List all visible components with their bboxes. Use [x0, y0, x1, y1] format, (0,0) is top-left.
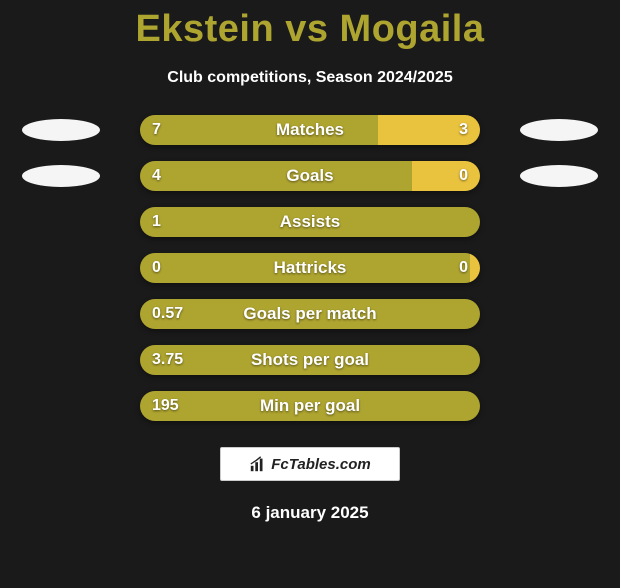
stats-container: Matches73 Goals40 Assists1 Hattricks00 Goals…	[0, 115, 620, 421]
stat-row: Shots per goal3.75	[0, 345, 620, 375]
stat-bar-left	[140, 345, 480, 375]
player-marker-right	[520, 119, 598, 141]
stat-bar-left	[140, 253, 470, 283]
date-label: 6 january 2025	[0, 503, 620, 523]
stat-bar-right	[378, 115, 480, 145]
stat-bar-left	[140, 207, 480, 237]
stat-bar-left	[140, 115, 378, 145]
stat-bar	[140, 345, 480, 375]
stat-row: Min per goal195	[0, 391, 620, 421]
player-marker-left	[22, 119, 100, 141]
stat-bar-left	[140, 391, 480, 421]
stat-bar	[140, 299, 480, 329]
player-marker-left	[22, 165, 100, 187]
chart-icon	[249, 455, 267, 473]
stat-bar-left	[140, 299, 480, 329]
stat-row: Goals40	[0, 161, 620, 191]
branding-text: FcTables.com	[271, 456, 370, 473]
stat-row: Hattricks00	[0, 253, 620, 283]
page-title: Ekstein vs Mogaila	[0, 8, 620, 51]
stat-bar	[140, 253, 480, 283]
stat-row: Assists1	[0, 207, 620, 237]
stat-row: Goals per match0.57	[0, 299, 620, 329]
stat-bar	[140, 115, 480, 145]
branding-badge[interactable]: FcTables.com	[220, 447, 400, 481]
stat-bar	[140, 207, 480, 237]
stat-row: Matches73	[0, 115, 620, 145]
player-marker-right	[520, 165, 598, 187]
stat-bar	[140, 391, 480, 421]
subtitle: Club competitions, Season 2024/2025	[0, 69, 620, 87]
stat-bar-left	[140, 161, 412, 191]
stat-bar	[140, 161, 480, 191]
stat-bar-right	[470, 253, 480, 283]
stat-bar-right	[412, 161, 480, 191]
